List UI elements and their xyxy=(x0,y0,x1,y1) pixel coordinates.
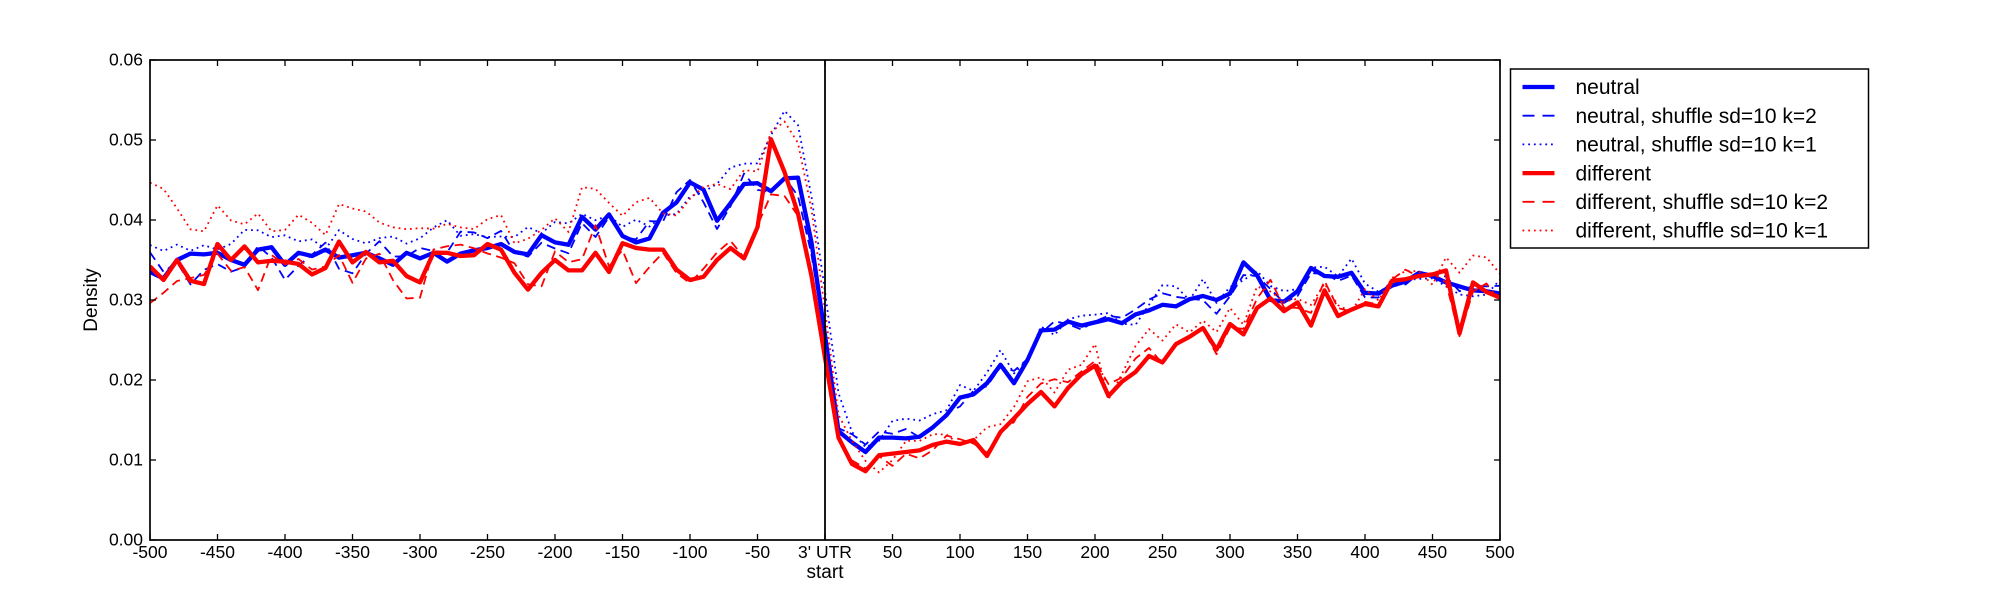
svg-text:different, shuffle sd=10 k=1: different, shuffle sd=10 k=1 xyxy=(1576,220,1829,243)
svg-text:0.04: 0.04 xyxy=(109,210,143,230)
svg-text:-150: -150 xyxy=(605,542,640,562)
svg-text:-500: -500 xyxy=(132,542,167,562)
svg-text:100: 100 xyxy=(945,542,974,562)
svg-text:-300: -300 xyxy=(402,542,437,562)
svg-text:0.05: 0.05 xyxy=(109,130,143,150)
svg-text:0.00: 0.00 xyxy=(109,530,143,550)
svg-text:start: start xyxy=(807,562,845,583)
svg-text:-400: -400 xyxy=(267,542,302,562)
svg-text:different: different xyxy=(1576,162,1652,185)
svg-text:-450: -450 xyxy=(200,542,235,562)
svg-text:neutral, shuffle sd=10 k=2: neutral, shuffle sd=10 k=2 xyxy=(1576,105,1817,128)
svg-text:0.01: 0.01 xyxy=(109,450,143,470)
svg-text:-350: -350 xyxy=(335,542,370,562)
svg-text:-200: -200 xyxy=(537,542,572,562)
svg-text:-250: -250 xyxy=(470,542,505,562)
svg-text:0.02: 0.02 xyxy=(109,370,143,390)
svg-text:250: 250 xyxy=(1148,542,1177,562)
svg-text:200: 200 xyxy=(1080,542,1109,562)
svg-text:50: 50 xyxy=(883,542,903,562)
svg-text:400: 400 xyxy=(1350,542,1379,562)
svg-text:0.06: 0.06 xyxy=(109,50,143,70)
svg-text:350: 350 xyxy=(1283,542,1312,562)
svg-text:neutral: neutral xyxy=(1576,76,1640,99)
svg-text:Density: Density xyxy=(81,268,102,332)
svg-text:neutral, shuffle sd=10 k=1: neutral, shuffle sd=10 k=1 xyxy=(1576,134,1817,157)
svg-text:150: 150 xyxy=(1013,542,1042,562)
svg-text:3' UTR: 3' UTR xyxy=(798,542,852,562)
svg-text:-50: -50 xyxy=(745,542,771,562)
svg-text:500: 500 xyxy=(1485,542,1514,562)
svg-text:450: 450 xyxy=(1418,542,1447,562)
svg-text:-100: -100 xyxy=(672,542,707,562)
svg-text:0.03: 0.03 xyxy=(109,290,143,310)
svg-text:300: 300 xyxy=(1215,542,1244,562)
svg-text:different, shuffle sd=10 k=2: different, shuffle sd=10 k=2 xyxy=(1576,191,1829,214)
